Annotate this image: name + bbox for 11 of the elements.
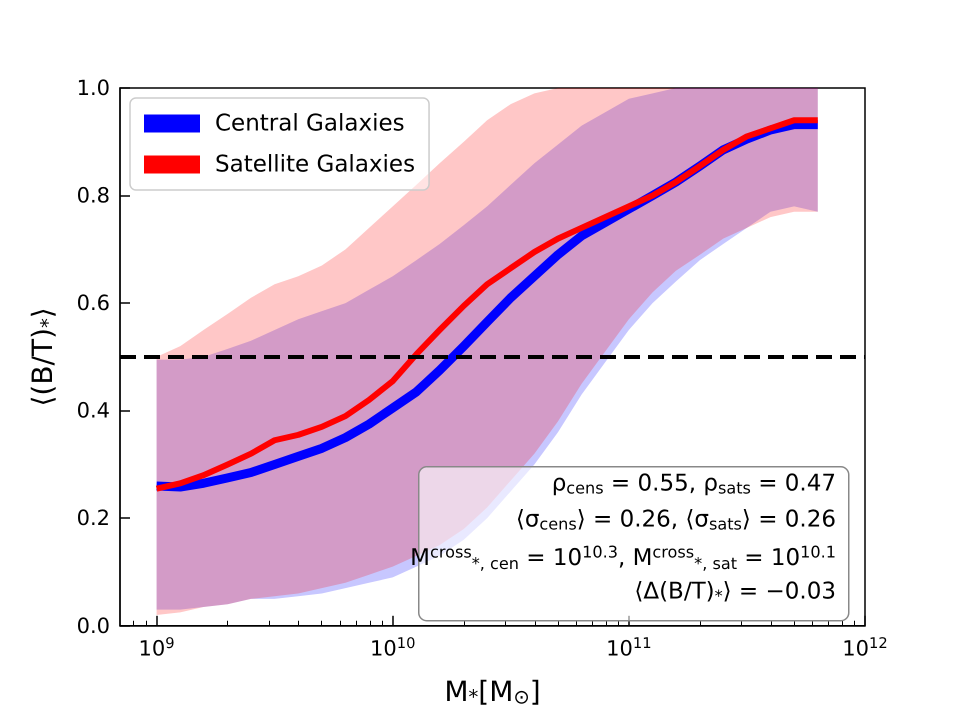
y-tick-label: 0.0 bbox=[76, 614, 110, 638]
y-tick-label: 1.0 bbox=[76, 76, 110, 100]
y-tick-label: 0.6 bbox=[76, 291, 110, 316]
legend-label: Satellite Galaxies bbox=[215, 152, 416, 178]
y-axis-title: ⟨(B/T)*⟩ bbox=[26, 307, 60, 407]
y-tick-label: 0.4 bbox=[76, 398, 110, 423]
legend-label: Central Galaxies bbox=[215, 110, 405, 136]
x-axis-title: M*[M⊙] bbox=[444, 674, 541, 708]
y-tick-label: 0.8 bbox=[76, 184, 110, 208]
annotation: ⟨Δ(B/T)*⟩ = −0.03 bbox=[634, 578, 836, 606]
y-tick-label: 0.2 bbox=[76, 506, 110, 530]
